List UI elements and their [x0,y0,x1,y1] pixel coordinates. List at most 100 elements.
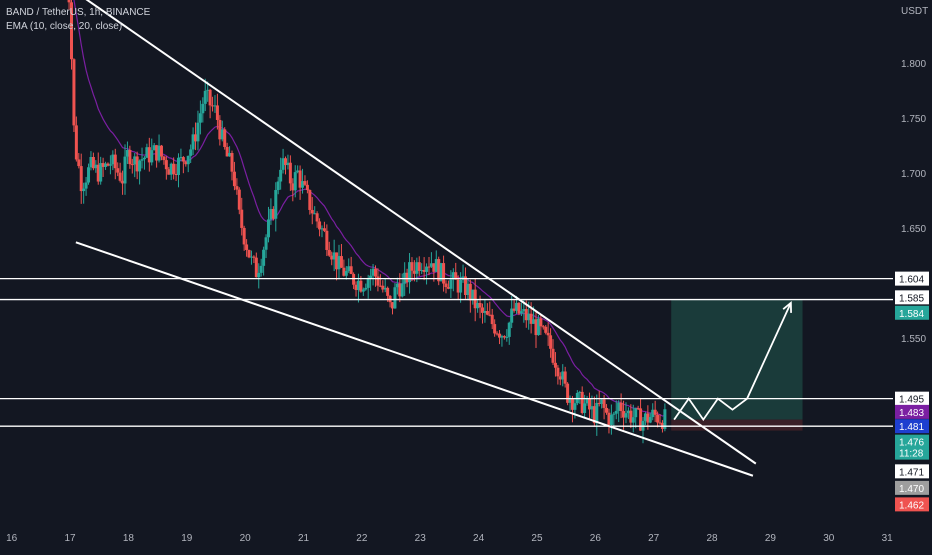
price-tag [895,497,929,512]
candle-body [634,408,638,418]
candle-body [420,270,424,272]
x-tick-label: 30 [823,533,835,544]
candle-body [269,208,273,220]
x-tick-label: 28 [707,533,719,544]
x-tick-label: 29 [765,533,777,544]
candle-body [476,302,480,309]
candle-body [220,129,224,140]
candle-body [546,332,550,336]
candle-body [99,163,103,182]
candle-body [254,257,258,278]
candle-body [159,145,163,157]
candle-body [279,169,283,182]
candle-body [315,213,319,222]
candle-body [208,89,212,106]
candle-body [590,406,594,410]
x-tick-label: 17 [64,533,76,544]
trendline [85,0,757,465]
y-tick-label: 1.800 [901,59,926,70]
candle-body [427,266,431,268]
candle-body [378,285,382,287]
symbol-title[interactable]: BAND / TetherUS, 1h, BINANCE [6,7,151,18]
candle-body [507,322,511,337]
candle-body [113,154,117,169]
candle-body [480,307,484,313]
ema-indicator-label[interactable]: EMA (10, close, 20, close) [6,21,123,32]
candle-body [500,336,504,338]
candle-body [174,173,178,176]
x-tick-label: 26 [590,533,602,544]
candle-body [303,181,307,185]
price-tag-label: 1.584 [899,309,924,320]
candle-body [381,285,385,290]
candle-body [361,289,365,292]
price-tag [895,434,929,449]
candle-body [646,413,650,423]
candle-body [434,259,438,272]
candle-body [206,89,210,91]
y-tick-label: 1.650 [901,224,926,235]
x-tick-label: 18 [123,533,135,544]
candle-body [400,283,404,297]
candle-body [249,256,253,258]
candle-body [179,157,183,159]
price-tag [895,404,929,419]
candle-body [519,311,523,314]
candle-body [201,103,205,114]
candle-body [142,157,146,160]
candle-body [335,252,339,270]
candle-body [313,213,317,215]
candle-body [463,276,467,295]
candle-body [245,244,249,250]
price-tag-label: 1.495 [899,395,924,406]
candle-body [376,276,380,286]
candle-body [359,280,363,292]
candle-body [230,152,234,172]
candle-body [291,183,295,191]
candle-body [223,129,227,147]
candle-body [82,188,86,192]
candle-body [320,228,324,230]
candle-body [551,348,555,363]
candle-body [417,262,421,271]
candle-body [398,283,402,297]
candle-body [493,324,497,334]
candle-body [121,180,125,184]
candle-body [74,125,78,160]
candle-body [128,150,132,165]
candle-body [104,163,108,167]
candle-body [656,414,660,423]
price-tag-label: 1.476 [899,438,924,449]
candle-body [284,158,288,166]
candle-body [639,408,643,431]
candle-body [111,154,115,165]
candle-body [366,278,370,288]
candle-body [186,155,190,165]
stop-zone [671,419,803,431]
ema-line [73,0,666,417]
candle-body [561,371,565,380]
candle-body [162,156,166,161]
candle-body [327,249,331,256]
candle-body [587,398,591,410]
candle-body [585,398,589,404]
candle-body [429,263,433,267]
candle-body [580,391,584,413]
candle-body [356,280,360,291]
candle-body [466,283,470,295]
candle-body [347,266,351,271]
candle-body [415,262,419,274]
candle-body [69,2,73,60]
candle-body [72,59,76,126]
candle-body [395,283,399,288]
candle-body [322,228,326,231]
candle-body [566,383,570,403]
candle-body [344,270,348,276]
price-tag-label: 1.471 [899,467,924,478]
candle-body [658,422,662,424]
candle-body [373,268,377,277]
candle-body [77,159,81,167]
candle-body [118,172,122,181]
